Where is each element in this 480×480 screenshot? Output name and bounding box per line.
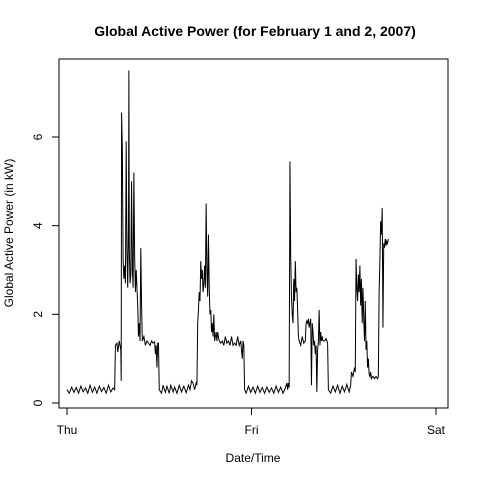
y-tick-label: 6 bbox=[31, 133, 45, 140]
y-tick-label: 0 bbox=[31, 399, 45, 406]
plot-frame bbox=[58, 58, 449, 409]
x-tick-label: Fri bbox=[245, 423, 259, 437]
y-axis: 0 2 4 6 bbox=[31, 133, 60, 406]
x-tick-label: Sat bbox=[427, 423, 446, 437]
chart-title: Global Active Power (for February 1 and … bbox=[94, 23, 416, 39]
y-axis-label: Global Active Power (in kW) bbox=[2, 159, 16, 308]
x-axis-label: Date/Time bbox=[226, 451, 281, 465]
x-tick-label: Thu bbox=[57, 423, 78, 437]
y-tick-label: 2 bbox=[31, 311, 45, 318]
x-axis: Thu Fri Sat bbox=[57, 407, 446, 437]
series-line-global-active-power bbox=[66, 70, 389, 395]
y-tick-label: 4 bbox=[31, 222, 45, 229]
